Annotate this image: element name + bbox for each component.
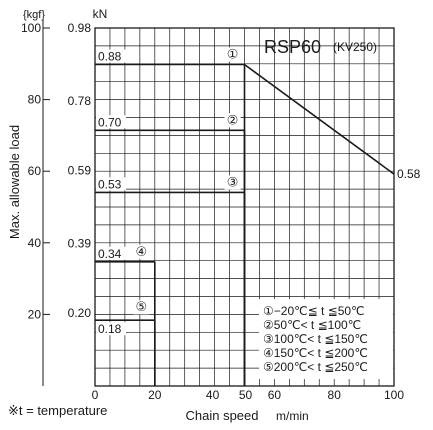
x-tick-label: 100 [384,388,404,402]
y-tick-label-kn: 0.98 [68,21,92,35]
y-tick-label-kgf: 40 [28,236,42,250]
x-tick-label: 80 [328,388,342,402]
marker-bg [133,300,150,315]
series-marker-5: ⑤ [136,299,148,314]
x-tick-label: 50 [239,388,253,402]
legend-box [259,299,393,379]
y-tick-label-kgf: 20 [28,307,42,321]
footnote: ※t = temperature [8,403,107,418]
value-label-5: 0.18 [98,322,122,336]
x-axis-unit: m/min [276,409,309,423]
legend-item-4: ④150℃< t ≦200℃ [263,346,368,360]
value-label-bg [96,177,126,191]
value-label-bg [96,49,126,63]
value-label-4: 0.34 [98,247,122,261]
x-tick-label: 60 [268,388,282,402]
y-axis-label: Max. allowable load [7,125,22,239]
value-label-bg [96,115,126,129]
value-label-bg [96,322,126,336]
y-tick-label-kn: 0.20 [68,306,92,320]
y-tick-label-kgf: 80 [28,93,42,107]
value-label-2: 0.70 [98,115,122,129]
series-line-1 [95,63,395,175]
x-axis-label: Chain speed [186,408,259,423]
y-tick-label-kgf: 60 [28,164,42,178]
x-tick-label: 40 [206,388,220,402]
marker-bg [133,244,150,259]
series-lines [95,63,395,386]
value-label-bg [96,246,126,260]
marker-bg [224,175,241,190]
y-unit-kgf: {kgf} [23,9,45,21]
value-labels: 0.88 ① 0.58 0.70 ② 0.53 ③ 0.34 ④ 0.18 ⑤ [96,47,421,336]
legend: ①−20℃≦ t ≦50℃ ②50℃< t ≦100℃ ③100℃< t ≦15… [259,299,393,379]
series-marker-3: ③ [227,174,239,189]
series-marker-1: ① [227,47,239,62]
legend-item-3: ③100℃< t ≦150℃ [263,332,368,346]
series-marker-2: ② [227,112,239,127]
end-value-label-1: 0.58 [397,167,421,181]
marker-bg [224,113,241,128]
legend-item-2: ②50℃< t ≦100℃ [263,318,361,332]
series-marker-4: ④ [136,244,148,259]
x-tick-label: 0 [92,388,99,402]
y-tick-label-kn: 0.78 [68,94,92,108]
value-label-3: 0.53 [98,177,122,191]
y-tick-label-kn: 0.39 [68,237,92,251]
value-label-1: 0.88 [98,50,122,64]
y-tick-label-kn: 0.59 [68,163,92,177]
chart-subtitle: (KV250) [333,40,377,54]
y-tick-label-kgf: 100 [21,21,41,35]
legend-item-1: ①−20℃≦ t ≦50℃ [263,304,365,318]
y-unit-kn: kN [93,7,108,21]
x-tick-label: 20 [148,388,162,402]
marker-bg [224,47,241,62]
legend-item-5: ⑤200℃< t ≦250℃ [263,360,368,374]
axis-ticks: 20 40 60 80 100 0.20 0.39 0.59 0.78 0.98 0 20 40 50 60… [21,20,404,402]
chart-title: RSP60 [264,37,321,57]
